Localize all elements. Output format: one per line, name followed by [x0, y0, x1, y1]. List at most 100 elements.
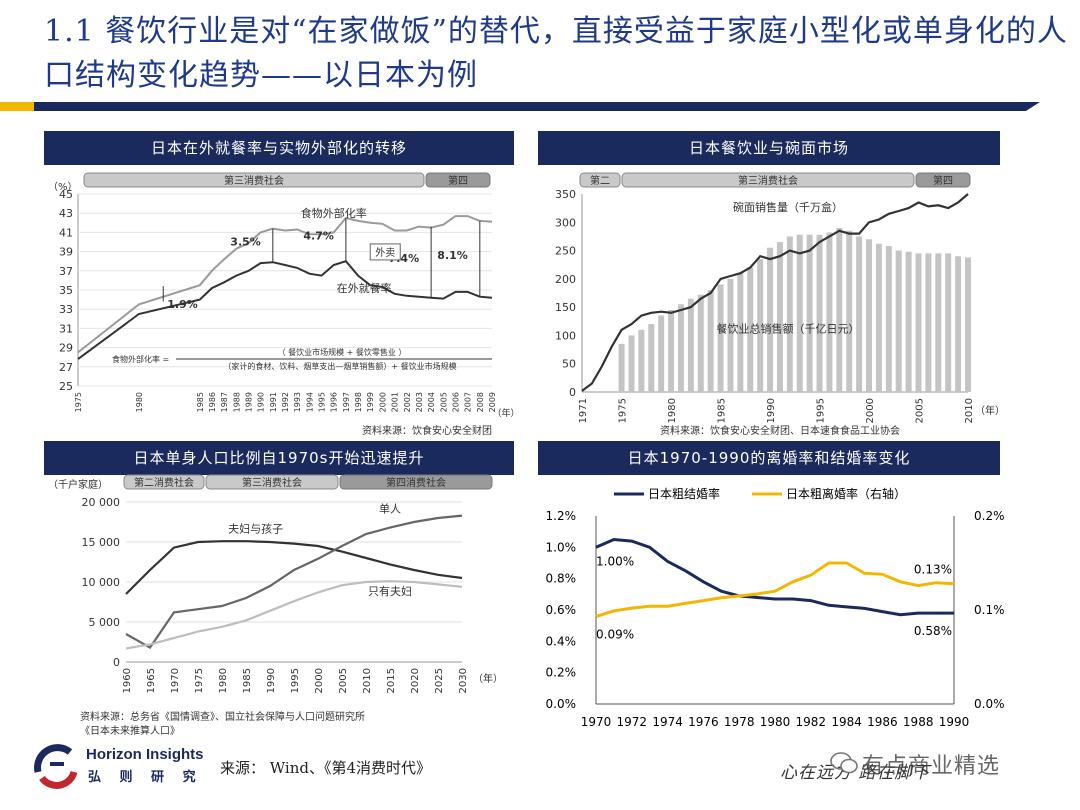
x-tick-label: 1986: [208, 392, 217, 412]
x-tick-label: 1976: [688, 715, 719, 729]
x-tick-label: 2002: [403, 392, 412, 412]
y-tick-label: 0: [113, 656, 120, 669]
bar-restaurant-sales: [885, 246, 892, 392]
y-tick-label: 350: [555, 188, 576, 201]
x-tick-label: 2005: [915, 398, 926, 423]
bar-restaurant-sales: [935, 253, 942, 392]
y-tick-label: 200: [555, 273, 576, 286]
x-tick-label: 1965: [146, 668, 157, 693]
chart-household-types: （千户家庭） 第二消费社会 第三消费社会 第四消费社会 0 5 000 10 000 15 0…: [48, 474, 503, 737]
x-tick-label: 1985: [242, 668, 253, 693]
chart-marriage-divorce-rate: 日本粗结婚率 日本粗离婚率（右轴） 0.0% 0.2% 0.4% 0.6% 0.8% 1.0%…: [546, 486, 1005, 729]
panel-heading-marriage-divorce: 日本1970-1990的离婚率和结婚率变化: [538, 441, 1000, 475]
brand-name-cn: 弘 则 研 究: [88, 770, 203, 785]
y-right-tick-label: 0.1%: [974, 603, 1005, 617]
y-left-tick-label: 1.2%: [546, 509, 577, 523]
x-tick-label: 2000: [865, 398, 876, 423]
series-label: 碗面销售量（千万盒）: [733, 200, 843, 214]
bar-restaurant-sales: [697, 294, 704, 392]
x-tick-label: 1980: [760, 715, 791, 729]
y-tick-label: 250: [555, 245, 576, 258]
formula-denominator: （家计的食材、饮料、烟草支出—烟草销售额）+ 餐饮业市场规模: [223, 361, 456, 371]
bar-restaurant-sales: [687, 298, 694, 392]
era-band-third: [205, 474, 339, 490]
x-tick-label: 1997: [342, 392, 351, 412]
era-band-third: [83, 172, 425, 188]
era-label: 第四: [448, 174, 468, 187]
panel-heading-single-households: 日本单身人口比例自1970s开始迅速提升: [44, 441, 514, 475]
bar-restaurant-sales: [677, 304, 684, 392]
chart-source: 资料来源：饮食安心安全财团、日本速食食品工业协会: [660, 424, 900, 437]
y-tick-label: 100: [555, 329, 576, 342]
x-tick-label: 1982: [796, 715, 827, 729]
y-tick-label: 43: [59, 207, 73, 220]
x-tick-label: 1987: [220, 392, 229, 412]
bar-restaurant-sales: [757, 259, 764, 392]
series-label: 餐饮业总销售额（千亿日元）: [717, 322, 860, 336]
x-tick-label: 1989: [244, 392, 253, 412]
watermark: 有点商业精选: [862, 754, 1001, 779]
x-tick-label: 2005: [439, 392, 448, 412]
gap-label: 3.5%: [230, 235, 261, 248]
bar-restaurant-sales: [866, 239, 873, 392]
x-tick-label: 1994: [305, 392, 314, 412]
x-tick-label: 1999: [366, 392, 375, 412]
y-left-tick-label: 1.0%: [546, 540, 577, 554]
y-tick-label: 150: [555, 301, 576, 314]
page-title: 1.1 餐饮行业是对“在家做饭”的替代，直接受益于家庭小型化或单身化的人口结构变…: [44, 14, 1068, 93]
x-tick-label: 1995: [290, 668, 301, 693]
formula-numerator: （ 餐饮业市场规模 + 餐饮零售业 ）: [278, 347, 407, 357]
footer-source: 来源： Wind、《第4消费时代》: [220, 759, 432, 777]
y-left-tick-label: 0.2%: [546, 666, 577, 680]
x-tick-label: 2025: [434, 668, 445, 693]
panel-heading-dining-out: 日本在外就餐率与实物外部化的转移: [44, 131, 514, 165]
series-label: 食物外部化率: [301, 206, 367, 220]
series-label: 在外就餐率: [337, 281, 392, 295]
horizon-insights-logo: [34, 744, 78, 789]
bar-restaurant-sales: [945, 253, 952, 392]
bar-restaurant-sales: [747, 267, 754, 392]
x-tick-label: 1990: [766, 398, 777, 423]
chart-source: 资料来源：总务省《国情调查》、国立社会保障与人口问题研究所: [80, 710, 365, 723]
series-label: 只有夫妇: [368, 584, 412, 598]
data-label: 0.13%: [914, 563, 952, 577]
era-band-second: [579, 172, 621, 188]
era-label: 第二消费社会: [134, 476, 194, 489]
data-label: 1.00%: [596, 554, 634, 568]
title-underline-bar: [34, 102, 1040, 111]
bar-restaurant-sales: [915, 253, 922, 392]
gap-label: 8.1%: [437, 249, 468, 262]
bar-restaurant-sales: [717, 284, 724, 392]
x-tick-label: 2020: [410, 668, 421, 693]
x-tick-label: 2006: [451, 392, 460, 412]
era-label: 第四消费社会: [386, 476, 446, 489]
x-tick-label: 2010: [964, 398, 975, 423]
legend-label-divorce: 日本粗离婚率（右轴）: [786, 486, 906, 501]
x-tick-label: 2008: [476, 392, 485, 412]
bar-restaurant-sales: [737, 273, 744, 392]
series-line-couples-only: [125, 580, 463, 650]
x-tick-label: 1980: [135, 392, 144, 412]
y-left-tick-label: 0.6%: [546, 603, 577, 617]
chart-dining-out-rate: 第三消费社会 第四 （%） 25 27 29 31 33 35 37 39 41 43 45 1975 198…: [48, 172, 520, 437]
x-tick-label: 1970: [581, 715, 612, 729]
y-right-tick-label: 0.0%: [974, 697, 1005, 711]
x-tick-label: 1990: [939, 715, 970, 729]
wechat-icon: [830, 752, 858, 774]
x-tick-label: 2000: [378, 392, 387, 412]
y-tick-label: 37: [59, 265, 73, 278]
x-unit-label: （年）: [975, 404, 1005, 417]
x-tick-label: 2004: [427, 392, 436, 412]
era-label: 第四: [933, 174, 953, 187]
series-line-marriage-rate: [595, 537, 954, 617]
y-left-tick-label: 0.0%: [546, 697, 577, 711]
footer-motto: 心在远方 路在脚下: [780, 763, 931, 783]
series-line-noodle-sales: [581, 193, 969, 392]
x-tick-label: 1986: [867, 715, 898, 729]
y-tick-label: 0: [569, 386, 576, 399]
gap-label: 1.9%: [167, 298, 198, 311]
x-tick-label: 1991: [269, 392, 278, 412]
bar-restaurant-sales: [727, 278, 734, 392]
x-tick-label: 1972: [617, 715, 648, 729]
era-label: 第三消费社会: [242, 476, 302, 489]
